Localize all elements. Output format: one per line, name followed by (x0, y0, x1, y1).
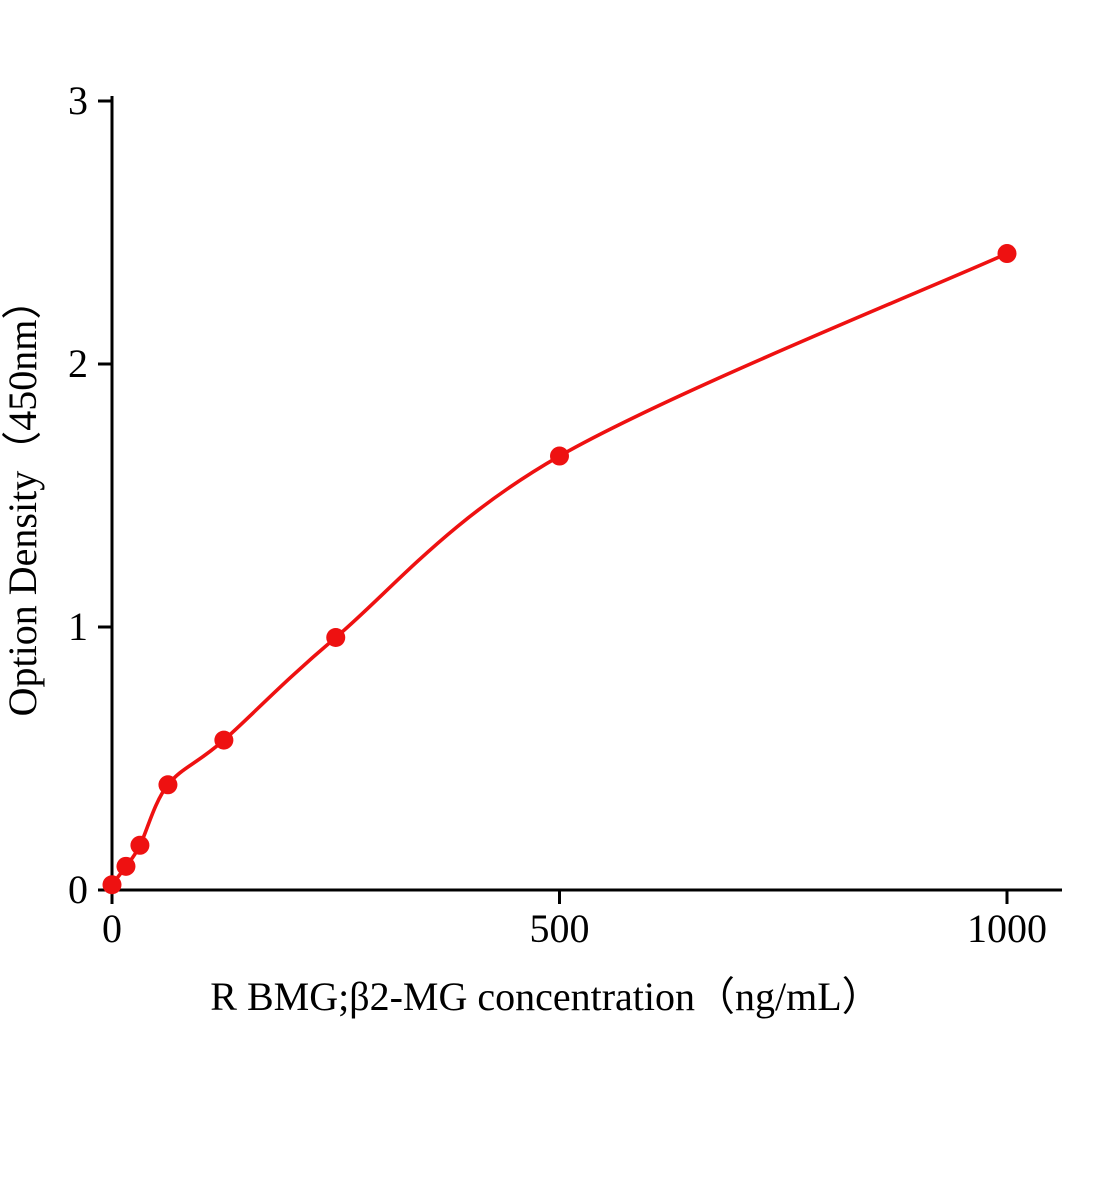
y-tick-label: 2 (68, 341, 88, 386)
data-point (158, 775, 178, 795)
data-point (116, 856, 136, 876)
y-tick-label: 1 (68, 604, 88, 649)
plot-layer: 0 500 1000 0 1 2 3 (68, 78, 1062, 951)
data-point (102, 875, 122, 895)
data-point (997, 244, 1017, 264)
data-point (130, 835, 150, 855)
x-tick-label: 1000 (967, 906, 1047, 951)
y-tick-label: 0 (68, 867, 88, 912)
data-point (326, 628, 346, 648)
x-axis-label: R BMG;β2-MG concentration（ng/mL） (210, 974, 881, 1019)
y-axis-label: Option Density（450nm） (0, 280, 45, 717)
fit-curve (110, 251, 1009, 887)
y-tick-label: 3 (68, 78, 88, 123)
data-point (550, 446, 569, 466)
x-tick-label: 0 (102, 906, 122, 951)
x-tick-label: 500 (530, 906, 590, 951)
data-point (214, 730, 234, 750)
